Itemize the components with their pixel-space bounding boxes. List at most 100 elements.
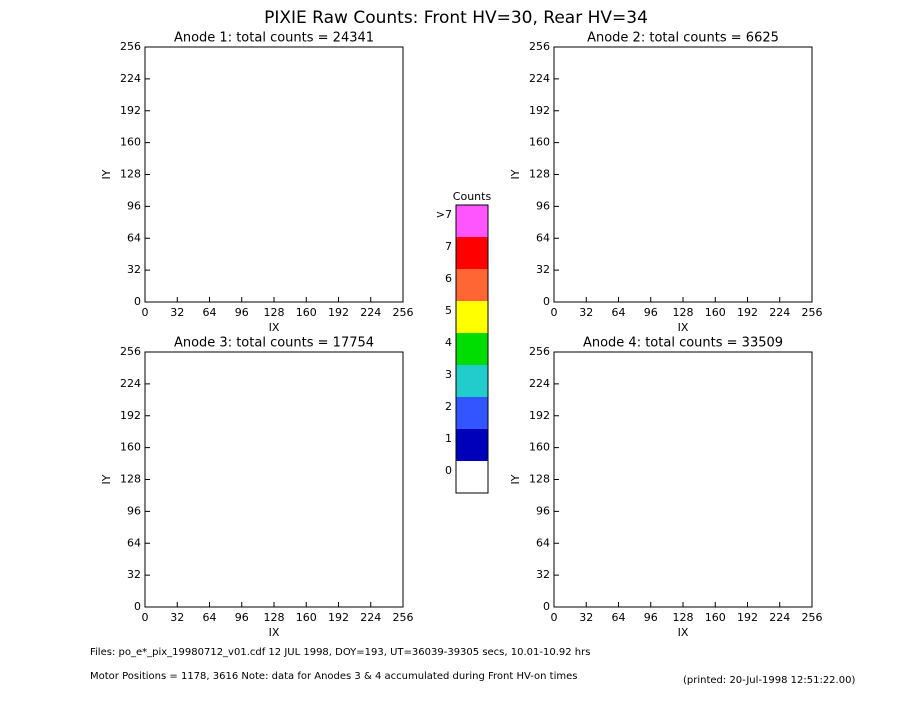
y-axis-label: IY <box>100 474 113 484</box>
y-tick-label: 128 <box>120 168 141 181</box>
x-tick-label: 32 <box>170 306 184 319</box>
y-tick-label: 160 <box>529 136 550 149</box>
x-tick-label: 160 <box>705 306 726 319</box>
y-tick-label: 224 <box>120 377 141 390</box>
figure-title: PIXIE Raw Counts: Front HV=30, Rear HV=3… <box>264 8 648 28</box>
x-tick-label: 0 <box>551 306 558 319</box>
x-tick-label: 160 <box>705 611 726 624</box>
x-axis-label: IX <box>678 626 689 639</box>
panel-title: Anode 4: total counts = 33509 <box>583 336 783 351</box>
y-tick-label: 160 <box>529 441 550 454</box>
colorbar-swatch <box>456 205 488 237</box>
x-axis-label: IX <box>269 321 280 334</box>
x-tick-label: 192 <box>328 611 349 624</box>
x-tick-label: 64 <box>203 306 217 319</box>
y-axis-label: IY <box>509 474 522 484</box>
y-tick-label: 0 <box>134 295 141 308</box>
panel-title: Anode 2: total counts = 6625 <box>587 31 779 46</box>
y-axis-label: IY <box>509 169 522 179</box>
x-axis-label: IX <box>678 321 689 334</box>
x-tick-label: 160 <box>296 306 317 319</box>
x-tick-label: 64 <box>612 611 626 624</box>
x-tick-label: 0 <box>142 306 149 319</box>
y-tick-label: 256 <box>120 345 141 358</box>
panel-title: Anode 3: total counts = 17754 <box>174 336 374 351</box>
x-tick-label: 224 <box>769 306 790 319</box>
y-tick-label: 0 <box>543 600 550 613</box>
panel-title: Anode 1: total counts = 24341 <box>174 31 374 46</box>
y-tick-label: 224 <box>529 72 550 85</box>
x-tick-label: 256 <box>393 611 414 624</box>
colorbar-swatch <box>456 237 488 269</box>
x-tick-label: 256 <box>393 306 414 319</box>
plot-frame <box>144 351 404 608</box>
y-tick-label: 64 <box>536 231 550 244</box>
plot-frame <box>144 46 404 303</box>
y-tick-label: 192 <box>120 409 141 422</box>
y-tick-label: 32 <box>536 263 550 276</box>
x-tick-label: 32 <box>170 611 184 624</box>
x-tick-label: 96 <box>235 306 249 319</box>
colorbar-label: 1 <box>445 432 452 445</box>
x-tick-label: 32 <box>579 306 593 319</box>
x-tick-label: 256 <box>802 611 823 624</box>
x-tick-label: 256 <box>802 306 823 319</box>
x-tick-label: 96 <box>644 306 658 319</box>
colorbar-label: 0 <box>445 464 452 477</box>
y-tick-label: 224 <box>120 72 141 85</box>
y-tick-label: 96 <box>536 199 550 212</box>
colorbar-swatch <box>456 301 488 333</box>
colorbar-swatch <box>456 429 488 461</box>
x-tick-label: 64 <box>612 306 626 319</box>
y-tick-label: 96 <box>127 504 141 517</box>
y-tick-label: 32 <box>127 568 141 581</box>
colorbar-title: Counts <box>453 190 492 203</box>
y-tick-label: 256 <box>529 40 550 53</box>
colorbar-label: 4 <box>445 336 452 349</box>
x-tick-label: 0 <box>551 611 558 624</box>
y-tick-label: 64 <box>536 536 550 549</box>
x-tick-label: 128 <box>673 611 694 624</box>
x-tick-label: 96 <box>235 611 249 624</box>
y-tick-label: 128 <box>529 168 550 181</box>
x-tick-label: 192 <box>737 611 758 624</box>
y-tick-label: 192 <box>529 104 550 117</box>
y-tick-label: 32 <box>127 263 141 276</box>
y-tick-label: 0 <box>543 295 550 308</box>
x-tick-label: 192 <box>737 306 758 319</box>
x-tick-label: 128 <box>673 306 694 319</box>
y-tick-label: 64 <box>127 536 141 549</box>
plot-frame <box>553 351 813 608</box>
colorbar-label: 5 <box>445 304 452 317</box>
y-tick-label: 64 <box>127 231 141 244</box>
x-tick-label: 160 <box>296 611 317 624</box>
x-tick-label: 32 <box>579 611 593 624</box>
y-tick-label: 160 <box>120 136 141 149</box>
y-tick-label: 128 <box>120 473 141 486</box>
y-tick-label: 160 <box>120 441 141 454</box>
x-axis-label: IX <box>269 626 280 639</box>
y-tick-label: 256 <box>529 345 550 358</box>
y-tick-label: 192 <box>529 409 550 422</box>
footer-files: Files: po_e*_pix_19980712_v01.cdf 12 JUL… <box>90 647 590 658</box>
y-tick-label: 96 <box>536 504 550 517</box>
colorbar-frame <box>455 204 489 494</box>
x-tick-label: 192 <box>328 306 349 319</box>
colorbar-swatch <box>456 365 488 397</box>
footer-motor: Motor Positions = 1178, 3616 Note: data … <box>90 671 577 682</box>
y-tick-label: 32 <box>536 568 550 581</box>
colorbar-swatch <box>456 461 488 493</box>
y-tick-label: 256 <box>120 40 141 53</box>
footer-printed: (printed: 20-Jul-1998 12:51:22.00) <box>683 675 855 686</box>
x-tick-label: 0 <box>142 611 149 624</box>
colorbar-label: 2 <box>445 400 452 413</box>
y-tick-label: 96 <box>127 199 141 212</box>
colorbar-swatch <box>456 397 488 429</box>
colorbar-label: 6 <box>445 272 452 285</box>
y-tick-label: 128 <box>529 473 550 486</box>
y-tick-label: 0 <box>134 600 141 613</box>
x-tick-label: 128 <box>264 306 285 319</box>
colorbar-swatch <box>456 333 488 365</box>
colorbar-swatch <box>456 269 488 301</box>
